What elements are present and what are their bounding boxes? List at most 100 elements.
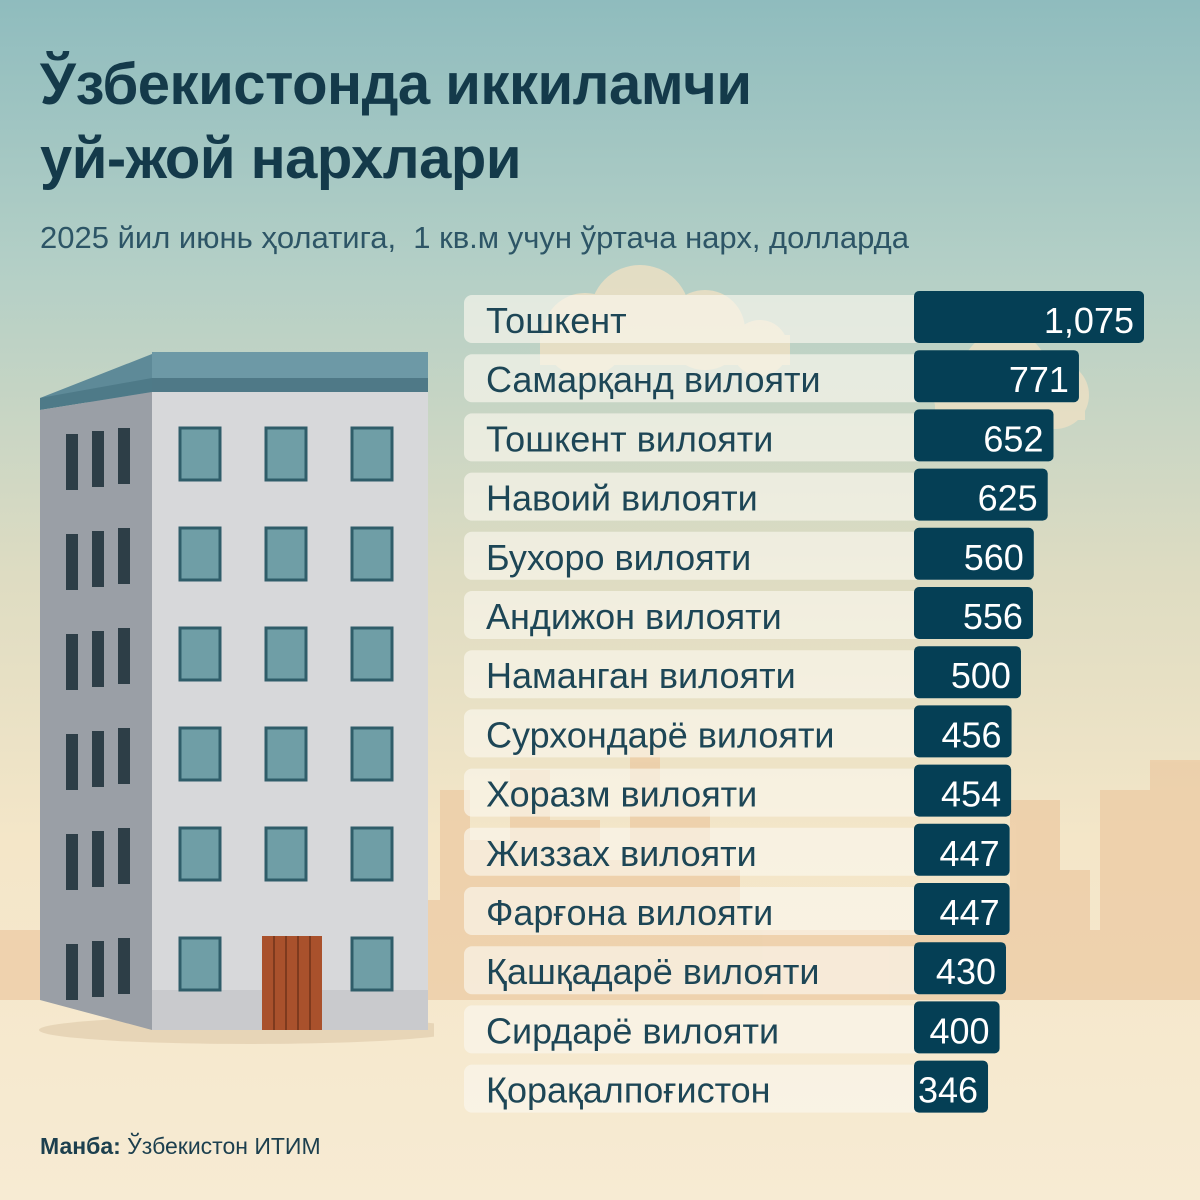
- window-illustration: [92, 941, 104, 997]
- chart-row: Навоий вилояти 625: [464, 468, 1048, 521]
- bar: [914, 942, 1006, 995]
- window-illustration: [264, 426, 308, 482]
- bar: [914, 823, 1010, 876]
- category-label: Жиззах вилояти: [486, 833, 757, 874]
- category-label: Фарғона вилояти: [486, 892, 773, 933]
- row-band: [464, 413, 1054, 462]
- category-label: Сурхондарё вилояти: [486, 714, 835, 755]
- window-illustration: [66, 434, 78, 490]
- category-label: Тошкент вилояти: [486, 418, 773, 459]
- source-label: Манба:: [40, 1133, 121, 1159]
- window-illustration: [178, 526, 222, 582]
- window-illustration: [118, 528, 130, 584]
- chart-row: Самарқанд вилояти 771: [464, 350, 1079, 403]
- window-illustration: [118, 938, 130, 994]
- value-label: 430: [936, 951, 996, 992]
- chart-row: Жиззах вилояти 447: [464, 823, 1010, 876]
- window-illustration: [92, 831, 104, 887]
- category-label: Навоий вилояти: [486, 478, 758, 519]
- chart-row: Хоразм вилояти 454: [464, 764, 1012, 817]
- row-band: [464, 946, 1006, 995]
- value-label: 447: [940, 833, 1000, 874]
- window-illustration: [178, 626, 222, 682]
- window-illustration: [350, 726, 394, 782]
- row-band: [464, 1005, 1000, 1054]
- apartment-building-illustration: [39, 352, 434, 1044]
- chart-row: Сурхондарё вилояти 456: [464, 705, 1012, 758]
- window-illustration: [118, 728, 130, 784]
- category-label: Сирдарё вилояти: [486, 1010, 779, 1051]
- row-band: [464, 591, 1033, 639]
- chart-row: Андижон вилояти 556: [464, 587, 1033, 639]
- row-band: [464, 827, 1010, 876]
- chart-row: Фарғона вилояти 447: [464, 883, 1010, 935]
- bar: [914, 764, 1012, 817]
- window-illustration: [66, 534, 78, 590]
- bar: [914, 646, 1021, 699]
- window-illustration: [350, 526, 394, 582]
- category-label: Наманган вилояти: [486, 655, 796, 696]
- chart-title: Ўзбекистонда иккиламчи уй-жой нархлари: [40, 48, 752, 196]
- window-illustration: [118, 628, 130, 684]
- row-band: [464, 768, 1012, 817]
- window-illustration: [92, 431, 104, 487]
- window-illustration: [66, 944, 78, 1000]
- window-illustration: [350, 936, 394, 992]
- row-band: [464, 887, 1010, 935]
- window-illustration: [118, 828, 130, 884]
- chart-title-line-1: Ўзбекистонда иккиламчи: [40, 52, 752, 117]
- window-illustration: [92, 631, 104, 687]
- chart-row: Қорақалпоғистон 346: [464, 1060, 989, 1113]
- window-illustration: [92, 731, 104, 787]
- row-band: [464, 650, 1021, 699]
- value-label: 346: [918, 1070, 978, 1111]
- chart-row: Бухоро вилояти 560: [464, 527, 1034, 580]
- bar: [914, 587, 1033, 639]
- window-illustration: [178, 426, 222, 482]
- category-label: Қорақалпоғистон: [486, 1070, 771, 1111]
- bar: [914, 409, 1054, 462]
- value-label: 400: [930, 1010, 990, 1051]
- category-label: Андижон вилояти: [486, 596, 782, 637]
- value-label: 560: [964, 537, 1024, 578]
- window-illustration: [118, 428, 130, 484]
- row-band: [464, 531, 1034, 580]
- window-illustration: [92, 531, 104, 587]
- value-label: 625: [978, 478, 1038, 519]
- window-illustration: [264, 526, 308, 582]
- window-illustration: [350, 826, 394, 882]
- bar: [914, 350, 1079, 403]
- window-illustration: [178, 936, 222, 992]
- bar: [914, 527, 1034, 580]
- window-illustration: [264, 626, 308, 682]
- bar: [914, 468, 1048, 521]
- chart-title-line-2: уй-жой нархлари: [40, 126, 522, 191]
- value-label: 447: [940, 892, 1000, 933]
- category-label: Бухоро вилояти: [486, 537, 751, 578]
- window-illustration: [66, 834, 78, 890]
- category-label: Хоразм вилояти: [486, 774, 757, 815]
- chart-subtitle: 2025 йил июнь ҳолатига, 1 кв.м учун ўрта…: [40, 220, 909, 255]
- window-illustration: [178, 826, 222, 882]
- source-text: Ўзбекистон ИТИМ: [127, 1133, 321, 1159]
- value-label: 500: [951, 655, 1011, 696]
- value-label: 771: [1009, 359, 1069, 400]
- category-label: Тошкент: [486, 300, 627, 341]
- window-illustration: [66, 734, 78, 790]
- value-label: 456: [941, 714, 1001, 755]
- bar: [914, 1001, 1000, 1054]
- bar: [914, 883, 1010, 935]
- window-illustration: [350, 426, 394, 482]
- chart-row: Наманган вилояти 500: [464, 646, 1021, 699]
- chart-row: Сирдарё вилояти 400: [464, 1001, 1000, 1054]
- bar: [914, 291, 1144, 343]
- chart-row: Тошкент вилояти 652: [464, 409, 1054, 462]
- row-band: [464, 709, 1012, 758]
- window-illustration: [350, 626, 394, 682]
- window-illustration: [178, 726, 222, 782]
- row-band: [464, 472, 1048, 521]
- value-label: 556: [963, 596, 1023, 637]
- value-label: 1,075: [1044, 300, 1134, 341]
- bar: [914, 705, 1012, 758]
